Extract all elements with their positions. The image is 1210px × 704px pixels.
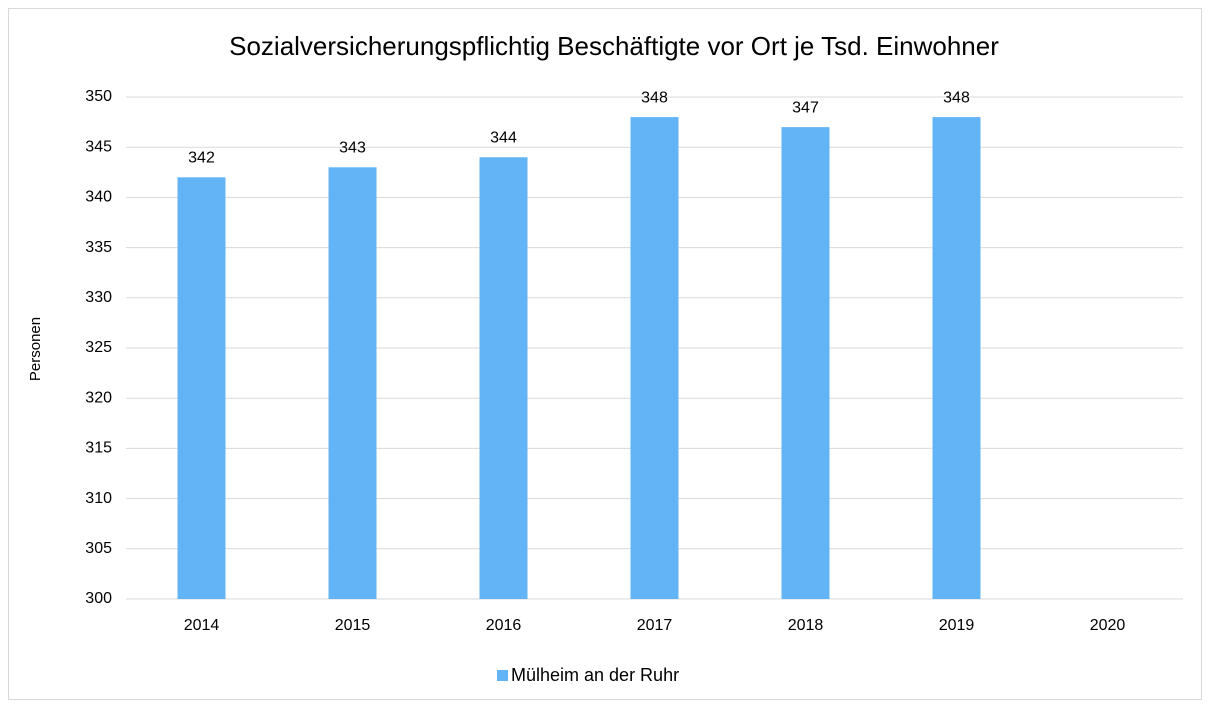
bar: [932, 117, 981, 599]
y-tick-label: 300: [85, 590, 112, 607]
y-tick-label: 315: [85, 440, 112, 457]
y-tick-label: 305: [85, 540, 112, 557]
bar: [177, 177, 226, 599]
data-label: 347: [792, 99, 819, 116]
bar: [781, 127, 830, 600]
legend-swatch: [497, 670, 508, 681]
bar: [630, 117, 679, 599]
y-tick-label: 335: [85, 239, 112, 256]
y-tick-label: 330: [85, 289, 112, 306]
x-tick-label: 2014: [184, 617, 220, 634]
y-tick-label: 345: [85, 138, 112, 155]
y-axis-label: Personen: [27, 317, 44, 381]
y-tick-label: 320: [85, 389, 112, 406]
data-label: 348: [641, 89, 668, 106]
x-tick-label: 2018: [788, 617, 824, 634]
y-tick-label: 350: [85, 88, 112, 105]
bar: [328, 167, 377, 599]
y-tick-label: 325: [85, 339, 112, 356]
x-tick-label: 2016: [486, 617, 522, 634]
legend-label: Mülheim an der Ruhr: [511, 665, 679, 685]
x-tick-label: 2015: [335, 617, 371, 634]
y-tick-label: 310: [85, 490, 112, 507]
bar: [479, 157, 528, 600]
x-tick-label: 2019: [939, 617, 975, 634]
data-label: 343: [339, 139, 366, 156]
chart-title: Sozialversicherungspflichtig Beschäftigt…: [229, 31, 999, 61]
y-tick-label: 340: [85, 189, 112, 206]
data-label: 344: [490, 129, 517, 146]
x-tick-label: 2020: [1090, 617, 1126, 634]
data-label: 348: [943, 89, 970, 106]
data-label: 342: [188, 150, 215, 167]
x-tick-label: 2017: [637, 617, 673, 634]
